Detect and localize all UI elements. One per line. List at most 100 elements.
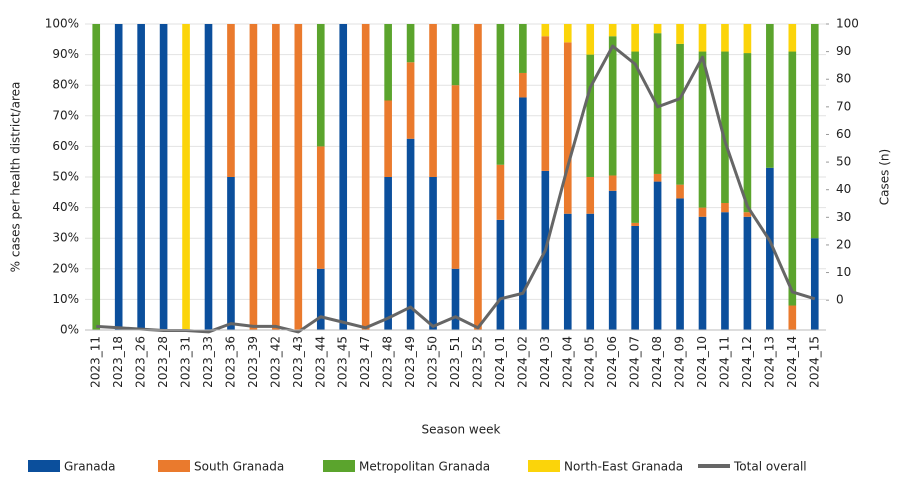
- legend-label: Total overall: [733, 460, 807, 474]
- bar-segment: [653, 173, 662, 182]
- bar-segment: [788, 24, 797, 52]
- bar-segment: [249, 24, 258, 330]
- bar-segment: [406, 138, 415, 330]
- x-tick-label: 2023_44: [313, 336, 327, 388]
- bar-segment: [384, 100, 392, 177]
- bar-segment: [496, 24, 505, 165]
- x-tick-label: 2023_52: [470, 336, 484, 388]
- bar-segment: [631, 225, 639, 330]
- x-tick-label: 2024_09: [673, 336, 687, 388]
- bar-segment: [114, 24, 123, 330]
- bar-segment: [653, 33, 662, 174]
- x-tick-label: 2024_10: [695, 336, 709, 388]
- y-tick-label: 60%: [52, 139, 79, 153]
- bar-segment: [788, 305, 797, 330]
- bar-segment: [721, 203, 729, 213]
- bar-segment: [586, 54, 595, 177]
- y-tick-label: 80%: [52, 78, 79, 92]
- bar-segment: [698, 51, 707, 208]
- y-tick-label: 70%: [52, 108, 79, 122]
- bar-segment: [451, 85, 460, 269]
- y-tick-label: 30%: [52, 231, 79, 245]
- y2-tick-label: 40: [836, 182, 851, 196]
- bar-segment: [698, 216, 707, 330]
- bar-segment: [586, 24, 595, 55]
- x-tick-label: 2023_26: [134, 336, 148, 388]
- bar-segment: [474, 24, 482, 330]
- bar-segment: [788, 51, 797, 306]
- bar-segment: [519, 72, 527, 98]
- bar-segment: [653, 181, 662, 330]
- bar-segment: [698, 207, 707, 217]
- bar-segment: [743, 212, 752, 217]
- bar-segment: [608, 36, 617, 176]
- x-tick-label: 2023_33: [201, 336, 215, 388]
- bar-segment: [294, 24, 303, 330]
- bar-segment: [766, 167, 774, 330]
- y-tick-label: 20%: [52, 261, 79, 275]
- bar-segment: [586, 177, 595, 214]
- bar-segment: [721, 51, 729, 204]
- y2-tick-label: 0: [836, 293, 844, 307]
- bar-segment: [676, 184, 684, 199]
- x-tick-label: 2024_15: [807, 336, 821, 388]
- y-tick-label: 10%: [52, 292, 79, 306]
- y-tick-label: 100%: [45, 17, 79, 31]
- x-tick-label: 2023_28: [156, 336, 170, 388]
- bar-segment: [608, 24, 617, 37]
- bar-segment: [519, 24, 527, 73]
- bar-segment: [563, 213, 572, 330]
- y2-tick-label: 100: [836, 17, 859, 31]
- x-tick-label: 2023_42: [268, 336, 282, 388]
- x-tick-label: 2023_11: [89, 336, 103, 388]
- bar-segment: [676, 43, 684, 185]
- x-tick-label: 2023_48: [381, 336, 395, 388]
- y2-tick-label: 70: [836, 99, 851, 113]
- bar-segment: [451, 268, 460, 330]
- x-tick-label: 2024_03: [538, 336, 552, 388]
- x-tick-label: 2023_18: [111, 336, 125, 388]
- bar-segment: [586, 213, 595, 330]
- x-tick-label: 2023_43: [291, 336, 305, 388]
- bar-segment: [316, 146, 325, 269]
- x-tick-label: 2023_50: [426, 336, 440, 388]
- bar-segment: [361, 24, 370, 330]
- x-axis-title: Season week: [422, 423, 501, 437]
- bar-segment: [541, 24, 550, 37]
- x-tick-label: 2024_06: [605, 336, 619, 388]
- y2-tick-label: 60: [836, 127, 851, 141]
- y2-tick-label: 90: [836, 44, 851, 58]
- x-tick-label: 2024_08: [650, 336, 664, 388]
- bar-segment: [451, 24, 460, 86]
- x-tick-label: 2023_31: [179, 336, 193, 388]
- bar-segment: [541, 36, 550, 171]
- bar-segment: [810, 238, 819, 330]
- bar-segment: [204, 24, 213, 330]
- y2-tick-label: 20: [836, 237, 851, 251]
- bar-segment: [406, 24, 415, 63]
- y-axis-title: % cases per health district/area: [9, 82, 23, 273]
- bar-segment: [92, 24, 101, 330]
- bar-segment: [429, 24, 437, 177]
- bar-segment: [721, 24, 729, 52]
- legend-label: North-East Granada: [564, 460, 683, 474]
- bar-segment: [563, 24, 572, 43]
- legend-swatch: [528, 460, 560, 472]
- bar-segment: [743, 216, 752, 330]
- x-tick-label: 2024_04: [560, 336, 574, 388]
- y2-tick-label: 10: [836, 265, 851, 279]
- bar-segment: [676, 24, 684, 44]
- x-tick-label: 2023_45: [336, 336, 350, 388]
- bar-segment: [563, 42, 572, 214]
- x-tick-label: 2023_36: [223, 336, 237, 388]
- legend-label: South Granada: [194, 460, 284, 474]
- bar-segment: [631, 222, 639, 226]
- y-tick-label: 50%: [52, 170, 79, 184]
- y2-tick-label: 80: [836, 72, 851, 86]
- y-tick-label: 0%: [60, 323, 79, 337]
- legend-swatch: [28, 460, 60, 472]
- x-tick-label: 2023_39: [246, 336, 260, 388]
- bar-segment: [159, 24, 168, 330]
- bar-segment: [766, 24, 774, 168]
